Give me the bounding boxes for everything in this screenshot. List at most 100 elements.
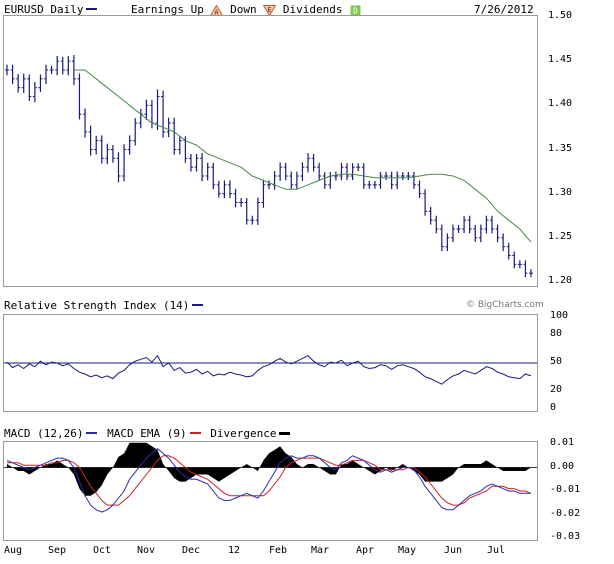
x-axis-tick: Nov (137, 545, 156, 556)
bigcharts-watermark: © BigCharts.com (466, 300, 544, 310)
ohlc-bar (445, 233, 450, 252)
ohlc-bar (161, 90, 166, 138)
price-legend-swatch (86, 8, 98, 10)
ohlc-bar (66, 55, 71, 76)
rsi-y-tick: 80 (550, 328, 563, 340)
svg-text:D: D (353, 6, 358, 15)
ohlc-bar (395, 171, 400, 190)
ohlc-bar (94, 135, 99, 155)
ohlc-bar (267, 180, 271, 190)
ohlc-bar (456, 225, 461, 233)
ohlc-bar (44, 64, 49, 85)
ohlc-bar (250, 215, 255, 225)
ohlc-bar (155, 89, 160, 131)
divergence-histogram (7, 442, 531, 496)
divergence-legend-label: Divergence (210, 427, 277, 440)
earnings-up-icon: A (210, 4, 224, 16)
ohlc-bar (200, 153, 205, 182)
ohlc-bar (350, 163, 355, 180)
price-y-tick: 1.20 (548, 275, 573, 286)
price-y-tick: 1.30 (548, 186, 573, 198)
ohlc-bar (423, 189, 428, 216)
ohlc-bar (138, 108, 143, 129)
ohlc-bar (216, 180, 221, 198)
ohlc-bar (417, 180, 422, 199)
macd-line (6, 448, 531, 513)
ohlc-bar (506, 242, 511, 260)
ohlc-bar (21, 73, 26, 93)
ohlc-bar (333, 171, 338, 181)
macd-y-tick: 0.00 (550, 460, 575, 472)
ema-legend-label: MACD EMA (9) (107, 427, 187, 440)
macd-y-tick: -0.01 (550, 484, 581, 495)
dividends-label: Dividends (282, 3, 343, 16)
ohlc-bar (322, 172, 327, 189)
price-chart (5, 54, 533, 278)
ohlc-bar (529, 269, 533, 278)
ohlc-bar (244, 198, 249, 225)
ohlc-bar (38, 74, 43, 93)
rsi-legend-label: Relative Strength Index (14) (4, 299, 190, 312)
macd-ema-line (7, 455, 532, 506)
ohlc-bar (389, 171, 394, 190)
macd-panel (3, 441, 538, 541)
x-axis-tick: Jun (444, 545, 463, 556)
ohlc-bar (428, 206, 433, 225)
macd-legend-swatch (86, 432, 98, 434)
ohlc-bar (300, 162, 305, 181)
price-y-tick: 1.35 (548, 142, 573, 154)
ohlc-bar (83, 108, 88, 138)
x-axis-tick: Dec (182, 545, 201, 556)
ohlc-bar (517, 260, 522, 269)
x-axis-tick: Mar (311, 545, 330, 556)
ohlc-bar (10, 64, 15, 85)
rsi-y-tick: 20 (550, 383, 563, 395)
chart-date: 7/26/2012 (474, 3, 534, 16)
svg-text:E: E (268, 6, 272, 14)
ohlc-bar (294, 171, 299, 190)
ohlc-bar (211, 162, 216, 190)
ohlc-bar (484, 215, 489, 234)
ohlc-bar (495, 224, 500, 243)
ohlc-bar (122, 144, 127, 182)
ohlc-bar (345, 163, 350, 180)
macd-chart (4, 442, 537, 513)
rsi-legend-swatch (192, 304, 204, 306)
ohlc-bar (317, 162, 322, 181)
ohlc-bar (473, 225, 478, 242)
earnings-down-icon: E (263, 4, 277, 16)
rsi-chart (4, 354, 537, 385)
ohlc-bar (27, 74, 32, 101)
ohlc-bar (261, 179, 266, 208)
macd-legend: MACD (12,26) MACD EMA (9) Divergence (4, 427, 293, 440)
ohlc-bar (77, 73, 82, 120)
ohlc-bar (439, 224, 444, 252)
macd-y-tick: -0.03 (550, 531, 581, 542)
ohlc-bar (60, 56, 65, 75)
ohlc-bar (523, 260, 528, 278)
rsi-y-tick: 50 (550, 356, 563, 367)
ohlc-bar (278, 162, 283, 181)
ohlc-bar (478, 224, 483, 243)
ohlc-bar (372, 180, 377, 189)
rsi-y-tick: 100 (550, 310, 569, 321)
ohlc-bar (88, 125, 93, 156)
macd-legend-label: MACD (12,26) (4, 427, 84, 440)
ohlc-bar (133, 118, 138, 146)
ohlc-bar (16, 73, 21, 93)
ohlc-bar (384, 172, 389, 180)
ohlc-bar (400, 172, 405, 180)
x-axis-tick: 12 (228, 545, 241, 556)
x-axis-tick: Feb (269, 545, 288, 556)
ohlc-bar (411, 172, 416, 189)
ohlc-bar (450, 224, 455, 243)
price-panel (3, 15, 538, 287)
ohlc-bar (233, 188, 238, 208)
rsi-legend: Relative Strength Index (14) (4, 299, 206, 312)
ohlc-bar (166, 117, 171, 138)
ohlc-bar (105, 143, 110, 165)
ohlc-bar (356, 163, 361, 172)
rsi-panel (3, 314, 538, 412)
ohlc-bar (378, 172, 383, 189)
price-y-tick: 1.45 (548, 54, 573, 66)
